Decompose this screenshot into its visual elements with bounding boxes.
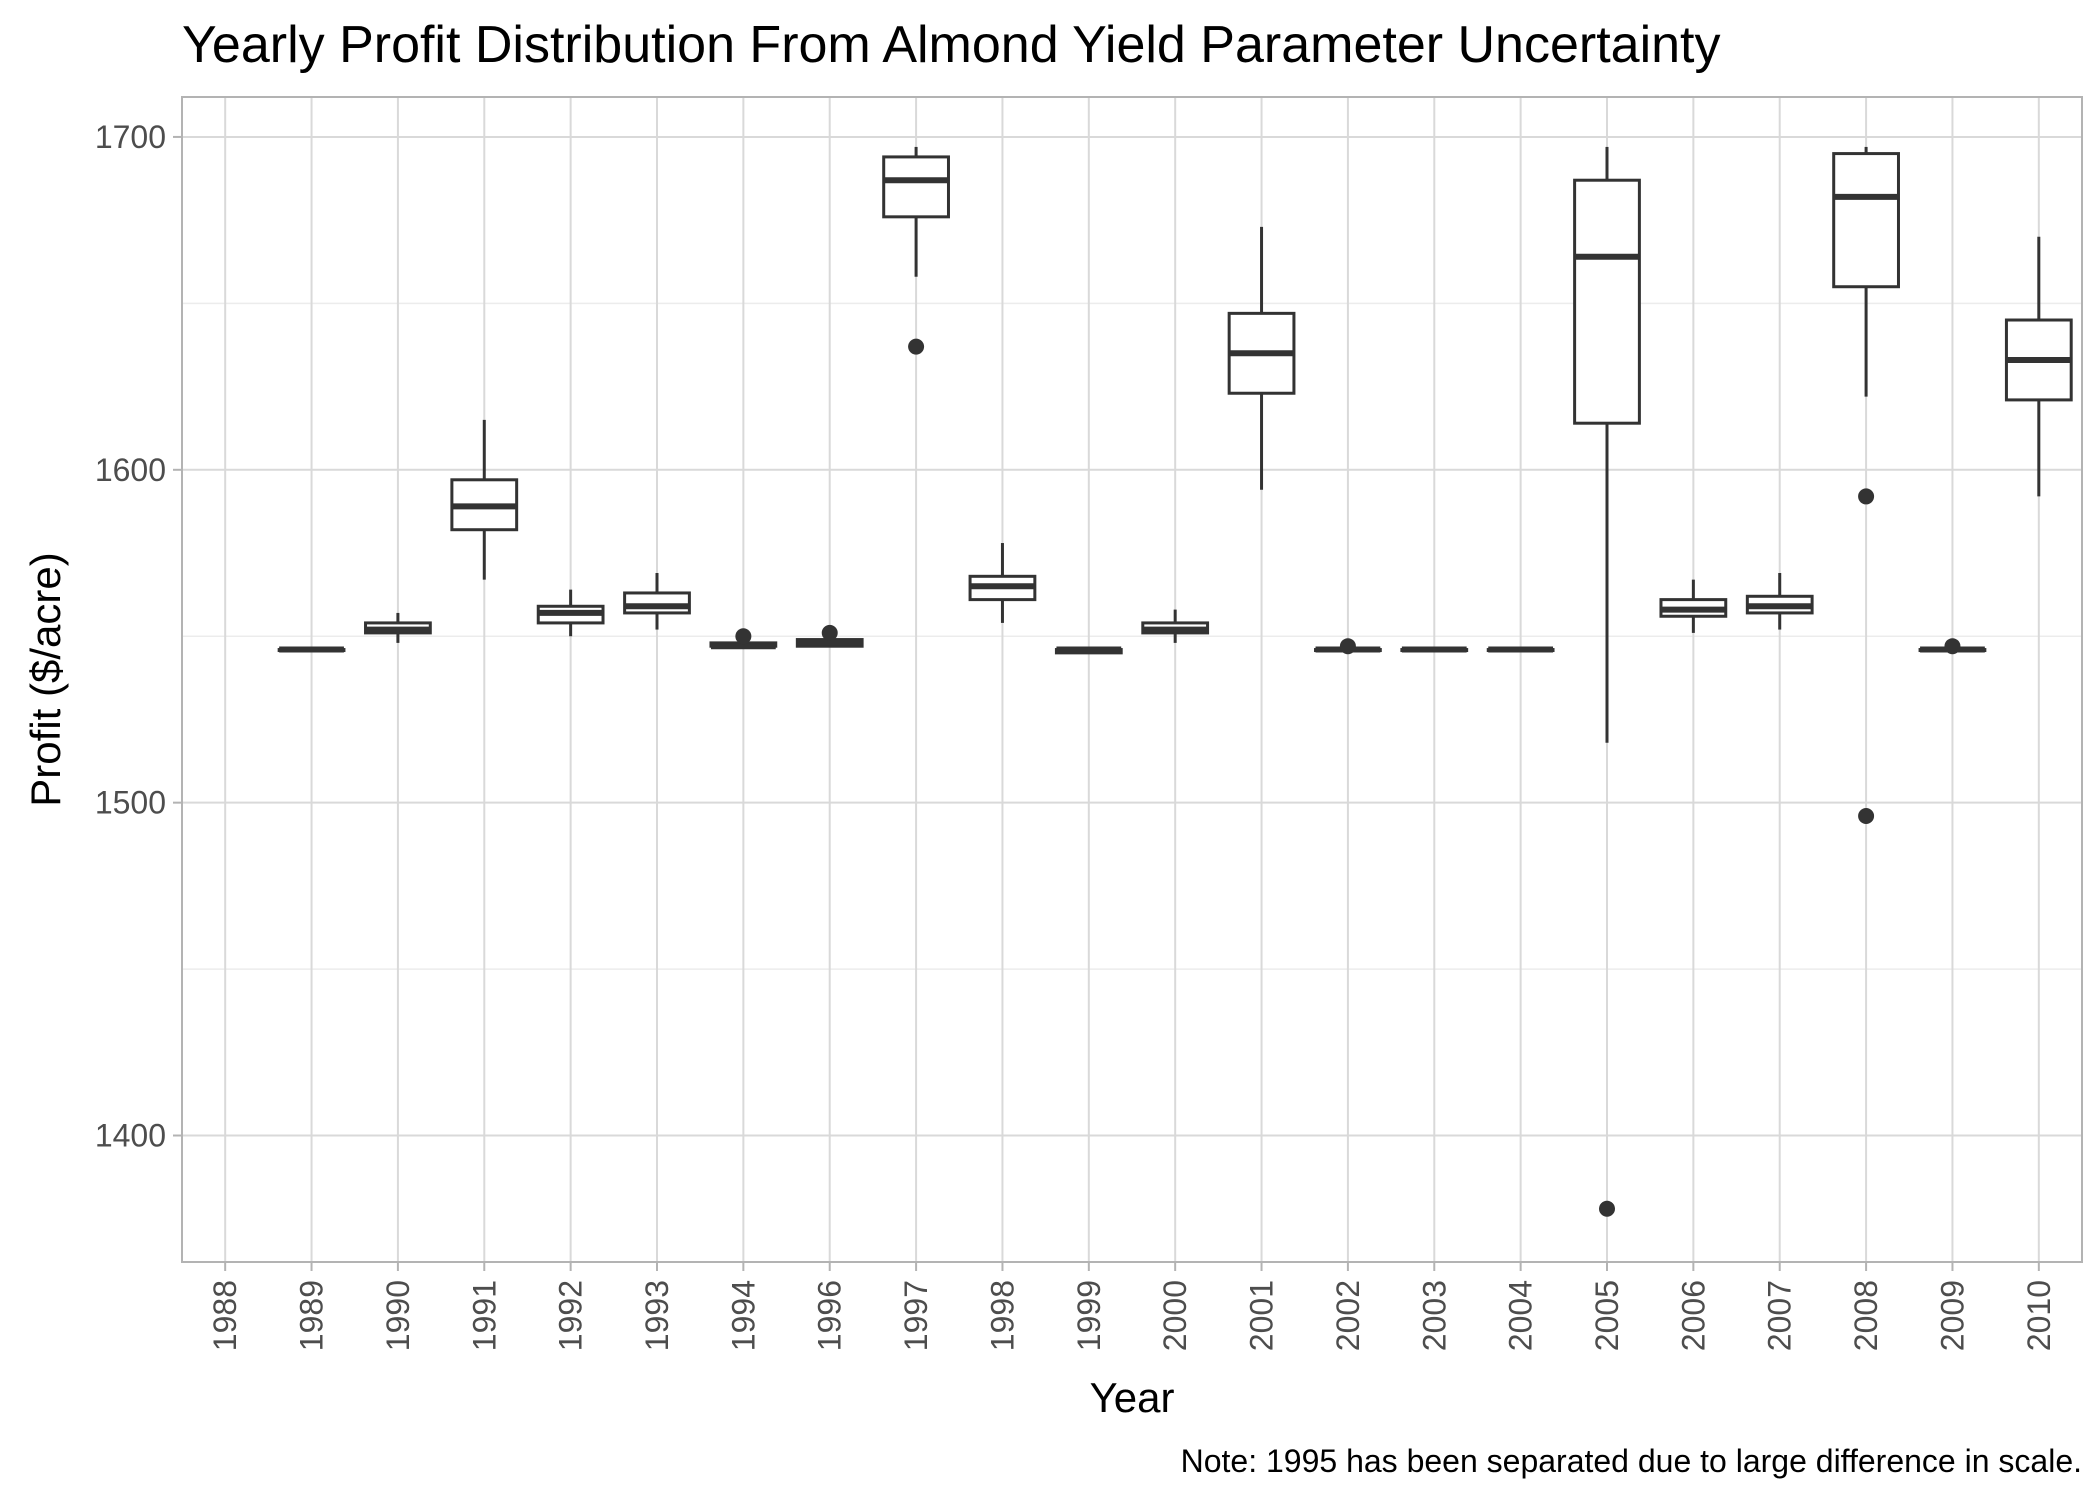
box-1997 — [882, 146, 950, 355]
outlier-point — [908, 338, 925, 355]
x-tick-label: 2010 — [2021, 1280, 2057, 1351]
outlier-point — [1858, 488, 1875, 505]
grid-lines — [182, 97, 2082, 1262]
y-tick-label: 1500 — [95, 785, 166, 821]
panel-border — [181, 96, 2083, 1263]
y-axis-title: Profit ($/acre) — [22, 552, 69, 806]
box-1998 — [968, 543, 1037, 623]
box-2008 — [1832, 146, 1900, 824]
outlier-point — [821, 624, 838, 641]
outlier-point — [1339, 638, 1356, 655]
x-tick-label: 1999 — [1071, 1280, 1107, 1351]
outlier-point — [735, 628, 752, 645]
x-tick-label: 1988 — [207, 1280, 243, 1351]
box-body — [882, 155, 950, 219]
x-tick-label: 2004 — [1503, 1280, 1539, 1351]
x-tick-label: 2002 — [1330, 1280, 1366, 1351]
x-tick-label: 2003 — [1416, 1280, 1452, 1351]
box-1996 — [795, 624, 864, 648]
x-tick-label: 1997 — [898, 1280, 934, 1351]
box-2004 — [1486, 646, 1555, 653]
x-tick-label: 2006 — [1675, 1280, 1711, 1351]
box-1989 — [277, 646, 346, 653]
y-axis-ticks: 1400 1500 1600 1700 — [95, 119, 182, 1154]
x-tick-label: 2008 — [1848, 1280, 1884, 1351]
x-tick-label: 2007 — [1762, 1280, 1798, 1351]
box-2006 — [1659, 579, 1728, 633]
box-2000 — [1141, 609, 1210, 643]
x-tick-label: 1994 — [725, 1280, 761, 1351]
x-tick-label: 1992 — [553, 1280, 589, 1351]
box-1994 — [709, 628, 778, 650]
y-tick-label: 1400 — [95, 1118, 166, 1154]
x-tick-label: 1993 — [639, 1280, 675, 1351]
box-series — [277, 146, 2073, 1217]
x-tick-label: 1989 — [294, 1280, 330, 1351]
chart-caption: Note: 1995 has been separated due to lar… — [1181, 1443, 2082, 1479]
box-2001 — [1227, 226, 1296, 490]
box-1993 — [623, 572, 691, 630]
chart-title: Yearly Profit Distribution From Almond Y… — [182, 16, 1721, 74]
outlier-point — [1599, 1200, 1615, 1217]
outlier-point — [1858, 807, 1875, 824]
box-2010 — [2004, 236, 2073, 497]
box-body — [623, 591, 691, 615]
box-body — [1832, 152, 1900, 289]
x-tick-label: 1996 — [812, 1280, 848, 1351]
box-2002 — [1314, 638, 1382, 655]
box-1992 — [536, 589, 605, 637]
x-tick-label: 2009 — [1934, 1280, 1970, 1351]
outlier-point — [1944, 638, 1961, 655]
x-tick-label: 1990 — [380, 1280, 416, 1351]
box-2007 — [1745, 572, 1814, 630]
box-1990 — [364, 612, 432, 643]
box-body — [1573, 178, 1641, 425]
box-2009 — [1918, 638, 1987, 655]
x-tick-label: 2005 — [1589, 1280, 1625, 1351]
x-tick-label: 1991 — [466, 1280, 502, 1351]
x-axis-title: Year — [1090, 1374, 1175, 1421]
box-1991 — [450, 419, 519, 580]
box-1999 — [1054, 646, 1123, 655]
x-tick-label: 2001 — [1244, 1280, 1280, 1351]
x-tick-label: 1998 — [984, 1280, 1020, 1351]
y-tick-label: 1700 — [95, 119, 166, 155]
x-axis-ticks: 1988 1989 1990 1991 1992 1993 1994 1996 1997 1998… — [207, 1262, 2057, 1351]
x-tick-label: 2000 — [1157, 1280, 1193, 1351]
y-tick-label: 1600 — [95, 452, 166, 488]
box-2005 — [1573, 146, 1641, 1217]
box-2003 — [1400, 646, 1469, 653]
